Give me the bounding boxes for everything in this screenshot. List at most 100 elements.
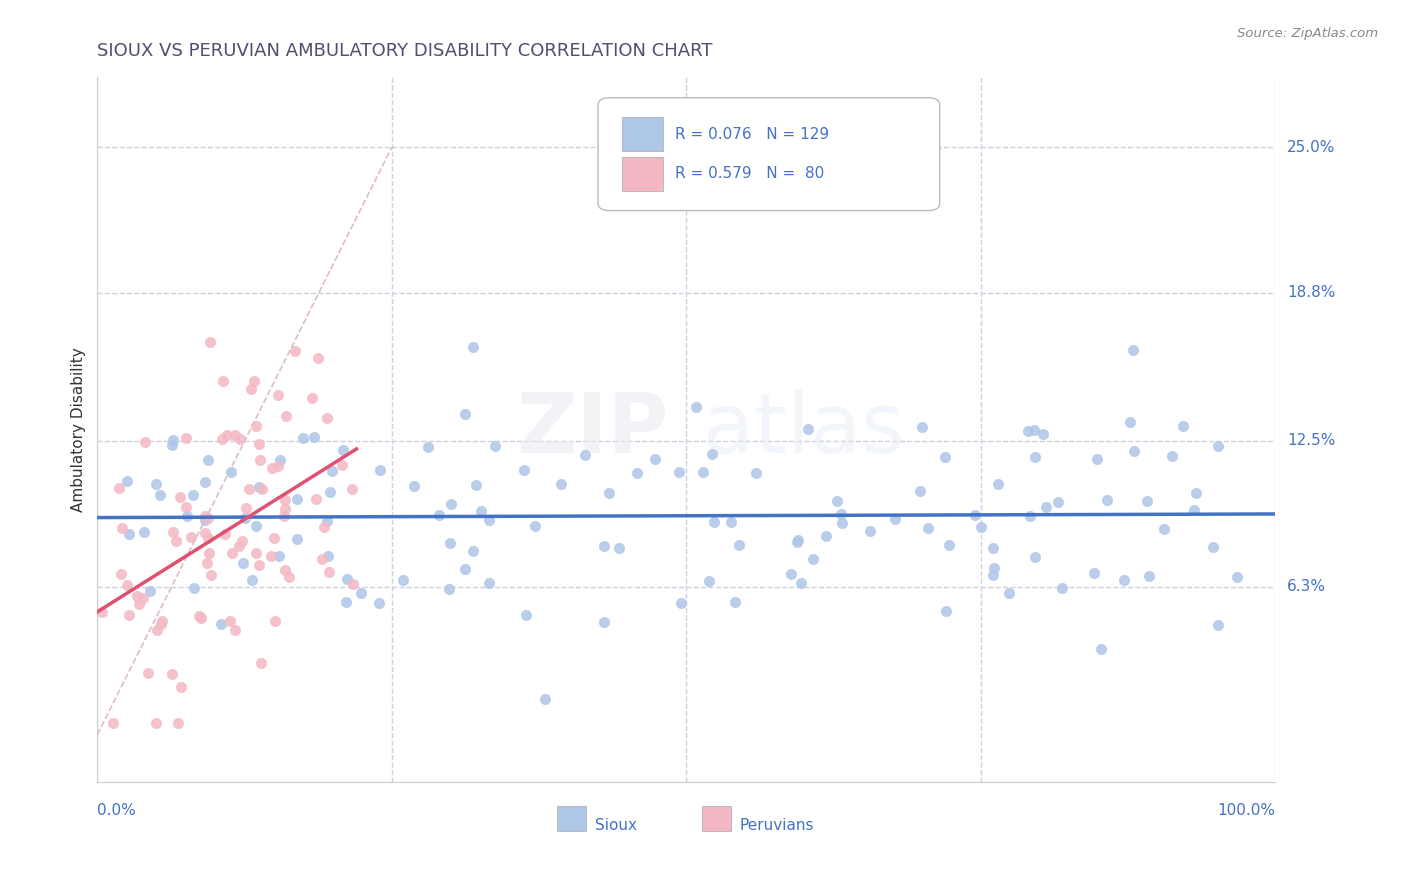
Point — [211, 432, 233, 446]
Point — [224, 428, 246, 442]
Point — [593, 540, 616, 554]
Point — [274, 492, 297, 507]
Point — [439, 536, 461, 550]
Text: SIOUX VS PERUVIAN AMBULATORY DISABILITY CORRELATION CHART: SIOUX VS PERUVIAN AMBULATORY DISABILITY … — [97, 42, 713, 60]
Point — [240, 382, 263, 396]
Point — [194, 475, 217, 489]
Text: 18.8%: 18.8% — [1288, 285, 1336, 301]
Point — [292, 431, 315, 445]
Point — [917, 521, 939, 535]
Point — [266, 459, 288, 474]
Point — [117, 607, 139, 622]
Point — [194, 513, 217, 527]
Point — [883, 512, 905, 526]
Point — [720, 515, 742, 529]
Point — [797, 422, 820, 436]
Point — [790, 576, 813, 591]
Point — [1032, 427, 1054, 442]
Point — [149, 488, 172, 502]
Point — [315, 515, 337, 529]
Point — [260, 549, 283, 563]
Point — [218, 614, 240, 628]
Point — [162, 524, 184, 539]
FancyBboxPatch shape — [557, 806, 586, 831]
Point — [533, 692, 555, 706]
Point — [138, 584, 160, 599]
Point — [692, 465, 714, 479]
Point — [318, 565, 340, 579]
Point — [340, 483, 363, 497]
Point — [235, 500, 257, 515]
Point — [174, 500, 197, 514]
Point — [285, 533, 308, 547]
Point — [669, 596, 692, 610]
Point — [935, 604, 957, 618]
Point — [117, 578, 139, 592]
Point — [465, 477, 488, 491]
Point — [724, 595, 747, 609]
Point — [301, 391, 323, 405]
Point — [607, 541, 630, 555]
Point — [1206, 617, 1229, 632]
Point — [1090, 642, 1112, 657]
Text: 0.0%: 0.0% — [97, 803, 136, 818]
Point — [402, 479, 425, 493]
Point — [859, 524, 882, 538]
Point — [125, 590, 148, 604]
Point — [183, 581, 205, 595]
Point — [484, 439, 506, 453]
Point — [110, 566, 132, 581]
Point — [245, 519, 267, 533]
Point — [786, 535, 808, 549]
Point — [167, 715, 190, 730]
Point — [1047, 495, 1070, 509]
Point — [132, 591, 155, 606]
Point — [970, 519, 993, 533]
Point — [188, 609, 211, 624]
Point — [238, 482, 260, 496]
Point — [194, 525, 217, 540]
Point — [461, 339, 484, 353]
Point — [1182, 503, 1205, 517]
Point — [1119, 415, 1142, 429]
Point — [1095, 492, 1118, 507]
Point — [250, 482, 273, 496]
Point — [1153, 522, 1175, 536]
Point — [416, 440, 439, 454]
Point — [987, 476, 1010, 491]
Point — [235, 510, 257, 524]
Point — [211, 375, 233, 389]
Point — [169, 490, 191, 504]
Point — [111, 521, 134, 535]
Point — [335, 595, 357, 609]
Point — [1123, 444, 1146, 458]
Text: Source: ZipAtlas.com: Source: ZipAtlas.com — [1237, 27, 1378, 40]
Point — [150, 614, 173, 628]
Point — [321, 464, 343, 478]
Point — [165, 534, 187, 549]
Point — [1024, 550, 1046, 565]
Point — [162, 433, 184, 447]
Point — [934, 450, 956, 465]
FancyBboxPatch shape — [621, 157, 662, 191]
Point — [262, 461, 284, 475]
Point — [1017, 424, 1039, 438]
Point — [149, 617, 172, 632]
Point — [910, 484, 932, 499]
Point — [367, 596, 389, 610]
Point — [229, 433, 252, 447]
Point — [437, 582, 460, 597]
Point — [274, 502, 297, 516]
Point — [198, 546, 221, 560]
Point — [90, 605, 112, 619]
Point — [626, 466, 648, 480]
Point — [983, 560, 1005, 574]
Point — [550, 477, 572, 491]
Point — [1161, 449, 1184, 463]
Point — [1136, 493, 1159, 508]
Point — [911, 420, 934, 434]
Point — [315, 410, 337, 425]
Point — [998, 586, 1021, 600]
Text: 6.3%: 6.3% — [1288, 579, 1326, 594]
Point — [224, 623, 246, 637]
